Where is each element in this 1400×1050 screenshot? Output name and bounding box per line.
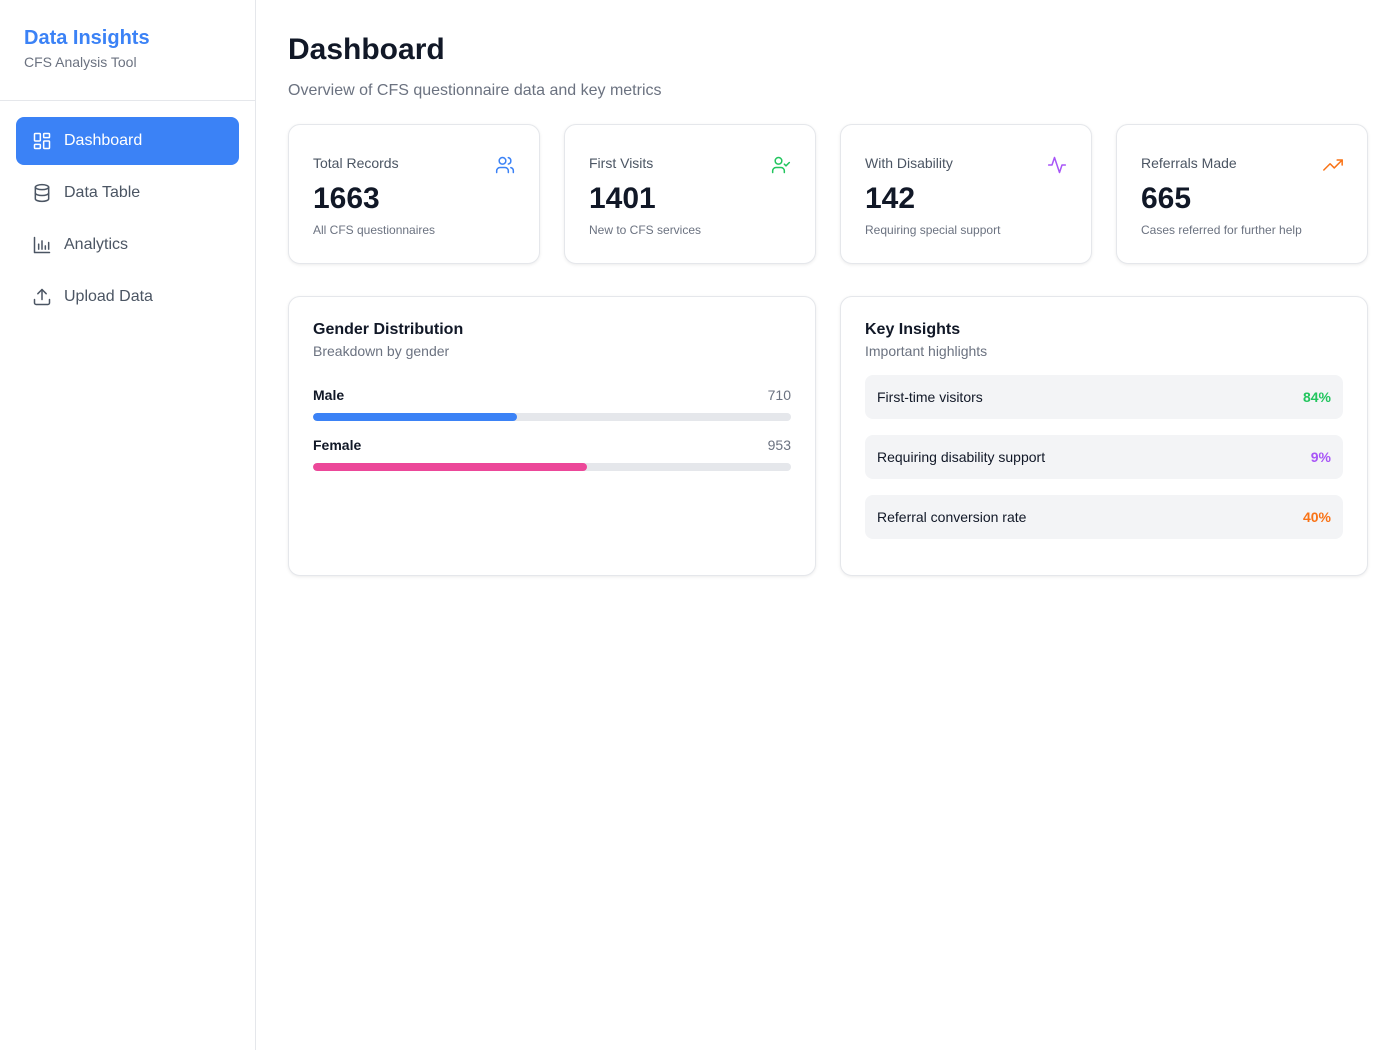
panel-subtitle: Breakdown by gender [313,343,450,359]
insight-label: Requiring disability support [877,449,1046,465]
gender-distribution-card: Gender Distribution Breakdown by gender … [288,296,816,576]
insight-value: 84% [1302,389,1331,405]
insight-first-time-visitors: First-time visitors 84% [865,375,1343,419]
main-content: Dashboard Overview of CFS questionnaire … [256,0,1400,1050]
progress-track [313,463,791,471]
trending-up-icon [1323,155,1343,175]
sidebar-item-upload-data[interactable]: Upload Data [16,273,239,321]
users-icon [495,155,515,175]
stat-value: 142 [865,182,916,215]
upload-icon [32,287,52,307]
stat-card-referrals-made: Referrals Made 665 Cases referred for fu… [1116,124,1368,264]
insight-value: 40% [1302,509,1331,525]
sidebar-item-label: Dashboard [64,132,143,149]
stats-row: Total Records 1663 All CFS questionnaire… [288,124,1368,264]
sidebar-item-data-table[interactable]: Data Table [16,169,239,217]
gender-count: 953 [767,437,791,453]
sidebar-item-dashboard[interactable]: Dashboard [16,117,239,165]
gender-row-male: Male 710 [313,387,791,421]
sidebar-item-analytics[interactable]: Analytics [16,221,239,269]
database-icon [32,183,52,203]
sidebar: Data Insights CFS Analysis Tool Dashboar… [0,0,256,1050]
stat-caption: New to CFS services [589,223,702,237]
insight-disability-support: Requiring disability support 9% [865,435,1343,479]
insight-value: 9% [1310,449,1331,465]
grid-icon [32,131,52,151]
stat-caption: Requiring special support [865,223,1001,237]
stat-label: First Visits [589,155,654,171]
progress-fill-female [313,463,587,471]
page-title: Dashboard [288,33,445,66]
stat-card-with-disability: With Disability 142 Requiring special su… [840,124,1092,264]
sidebar-item-label: Analytics [64,236,129,253]
stat-label: With Disability [865,155,953,171]
brand-subtitle: CFS Analysis Tool [24,54,137,70]
stat-card-first-visits: First Visits 1401 New to CFS services [564,124,816,264]
insight-referral-conversion: Referral conversion rate 40% [865,495,1343,539]
panel-title: Gender Distribution [313,321,464,338]
brand: Data Insights CFS Analysis Tool [0,0,255,101]
insight-label: First-time visitors [877,389,983,405]
activity-icon [1047,155,1067,175]
user-check-icon [771,155,791,175]
panels-row: Gender Distribution Breakdown by gender … [288,296,1368,576]
gender-count: 710 [767,387,791,403]
gender-label: Female [313,437,362,453]
brand-title: Data Insights [24,27,150,49]
stat-caption: Cases referred for further help [1141,223,1302,237]
progress-fill-male [313,413,518,421]
insight-label: Referral conversion rate [877,509,1027,525]
progress-track [313,413,791,421]
stat-label: Total Records [313,155,399,171]
stat-value: 1401 [589,182,656,215]
stat-caption: All CFS questionnaires [313,223,436,237]
panel-subtitle: Important highlights [865,343,988,359]
sidebar-item-label: Data Table [64,184,141,201]
key-insights-card: Key Insights Important highlights First-… [840,296,1368,576]
stat-card-total-records: Total Records 1663 All CFS questionnaire… [288,124,540,264]
stat-value: 1663 [313,182,380,215]
panel-title: Key Insights [865,321,961,338]
sidebar-item-label: Upload Data [64,288,153,305]
gender-row-female: Female 953 [313,437,791,471]
gender-label: Male [313,387,345,403]
sidebar-nav: Dashboard Data Table Analytics Upload Da… [0,101,255,341]
page-subtitle: Overview of CFS questionnaire data and k… [288,82,662,99]
bar-chart-icon [32,235,52,255]
stat-value: 665 [1141,182,1192,215]
stat-label: Referrals Made [1141,155,1237,171]
